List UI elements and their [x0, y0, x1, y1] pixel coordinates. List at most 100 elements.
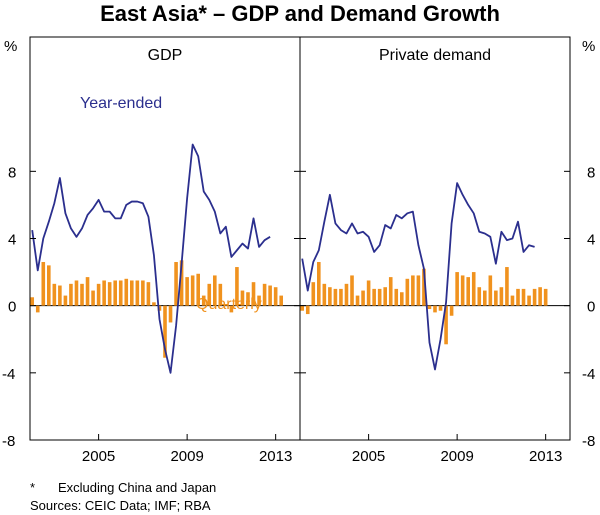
bar-gdp-2007	[141, 280, 145, 306]
bar-gdp-2004.5	[85, 277, 90, 306]
bar-gdp-2009	[185, 277, 189, 306]
bar-gdp-2006.25	[124, 278, 129, 306]
annotation-quarterly: Quarterly	[196, 296, 262, 313]
bar-private-demand-2006.25	[394, 288, 399, 306]
bar-gdp-2011.5	[240, 290, 245, 306]
bar-private-demand-2007.75	[427, 305, 432, 310]
bar-gdp-2012.5	[262, 283, 267, 306]
bar-private-demand-2011.25	[505, 267, 509, 306]
bar-private-demand-2012.25	[527, 295, 531, 306]
bar-gdp-2010	[207, 283, 212, 306]
bar-gdp-2004	[74, 280, 79, 306]
bar-gdp-2003.5	[63, 295, 68, 306]
x-tick-label-private-demand-2013: 2013	[529, 448, 562, 465]
axis-ticks	[30, 170, 570, 441]
bar-gdp-2005.75	[113, 280, 117, 306]
bar-private-demand-2012.5	[532, 288, 537, 306]
bar-private-demand-2008.5	[444, 305, 448, 345]
x-tick-label-private-demand-2009: 2009	[440, 448, 473, 465]
bar-private-demand-2005.75	[383, 287, 387, 306]
bar-private-demand-2010	[477, 287, 482, 306]
bar-gdp-2009.75	[201, 295, 206, 306]
bar-private-demand-2003.25	[328, 287, 332, 306]
bar-private-demand-2003.75	[339, 288, 343, 306]
footnote-note: Excluding China and Japan	[58, 480, 216, 495]
bar-private-demand-2009.5	[466, 277, 470, 306]
panel-title-private-demand: Private demand	[379, 47, 491, 64]
bar-private-demand-2008.25	[438, 305, 443, 311]
bar-private-demand-2011	[499, 287, 504, 306]
bar-gdp-2006.75	[135, 280, 140, 306]
bar-gdp-2012	[251, 282, 256, 306]
y-tick-labels: -8 -8 -4 -4 0 0 4 4 8 8	[2, 164, 595, 450]
bar-private-demand-2008.75	[449, 305, 454, 316]
bar-private-demand-2002.25	[305, 305, 310, 315]
bar-gdp-2009.5	[196, 273, 200, 306]
bar-private-demand-2005.5	[377, 288, 382, 306]
bar-private-demand-2002.5	[311, 282, 316, 306]
bar-private-demand-2005.25	[372, 288, 376, 306]
bar-gdp-2013.25	[279, 295, 283, 306]
bar-gdp-2006.5	[130, 280, 134, 306]
bar-private-demand-2007.5	[422, 268, 426, 306]
y-axis-unit-left: %	[4, 38, 17, 55]
bar-private-demand-2004.75	[361, 290, 365, 306]
bar-private-demand-2002	[300, 305, 305, 311]
bar-gdp-2003	[52, 283, 57, 306]
bar-private-demand-2008	[433, 305, 437, 313]
y-tick-label-left-4: 4	[8, 232, 16, 249]
year-ended-lines	[31, 143, 535, 374]
bar-gdp-2007.75	[157, 305, 162, 311]
y-tick-label-right--8: -8	[582, 433, 595, 450]
bar-gdp-2002.75	[47, 265, 51, 306]
bar-private-demand-2003.5	[333, 288, 338, 306]
bar-gdp-2002.25	[35, 305, 40, 313]
panel-title-gdp: GDP	[148, 47, 183, 64]
y-tick-label-left-0: 0	[8, 299, 16, 316]
y-tick-label-right-0: 0	[587, 299, 595, 316]
annotation-year-ended: Year-ended	[80, 95, 162, 112]
line-year-ended-gdp	[31, 143, 271, 374]
bar-private-demand-2009	[455, 272, 459, 306]
bar-private-demand-2011.75	[516, 288, 520, 306]
bar-gdp-2011.25	[235, 267, 239, 306]
bar-private-demand-2012	[521, 288, 526, 306]
bar-private-demand-2007.25	[416, 275, 421, 306]
bar-private-demand-2009.25	[460, 275, 465, 306]
bar-gdp-2007.25	[146, 282, 151, 306]
bar-gdp-2008.75	[179, 260, 184, 306]
bar-gdp-2010.75	[224, 303, 228, 306]
x-tick-label-gdp-2005: 2005	[82, 448, 115, 465]
bar-gdp-2012.75	[268, 285, 272, 306]
chart-title: East Asia* – GDP and Demand Growth	[100, 1, 500, 26]
bar-private-demand-2004.25	[350, 275, 354, 306]
bar-gdp-2011.75	[246, 292, 250, 306]
bar-gdp-2005.5	[107, 282, 112, 306]
bar-gdp-2008.25	[168, 305, 173, 323]
bar-private-demand-2004	[344, 283, 349, 306]
bar-private-demand-2005	[366, 280, 371, 306]
bar-private-demand-2012.75	[538, 287, 542, 306]
footnote-sources: Sources: CEIC Data; IMF; RBA	[30, 498, 211, 513]
bar-gdp-2003.75	[69, 283, 73, 306]
x-tick-label-private-demand-2005: 2005	[352, 448, 385, 465]
y-tick-label-right--4: -4	[582, 366, 595, 383]
line-year-ended-private-demand	[301, 182, 535, 371]
bar-private-demand-2010.25	[483, 290, 487, 306]
bar-gdp-2002.5	[41, 262, 46, 306]
y-tick-label-left-8: 8	[8, 164, 16, 181]
footnote-marker: *	[30, 480, 35, 495]
bar-private-demand-2007	[411, 275, 415, 306]
y-tick-label-left--4: -4	[2, 366, 15, 383]
bar-private-demand-2010.75	[494, 290, 498, 306]
bar-private-demand-2011.5	[510, 295, 515, 306]
bar-gdp-2006	[118, 280, 123, 306]
bar-gdp-2005.25	[102, 280, 106, 306]
bar-private-demand-2010.5	[488, 275, 493, 306]
bar-private-demand-2006.5	[400, 292, 404, 306]
bar-private-demand-2006.75	[405, 278, 410, 306]
bar-gdp-2008	[163, 305, 167, 358]
bar-gdp-2013	[273, 287, 278, 306]
bar-gdp-2005	[96, 283, 101, 306]
